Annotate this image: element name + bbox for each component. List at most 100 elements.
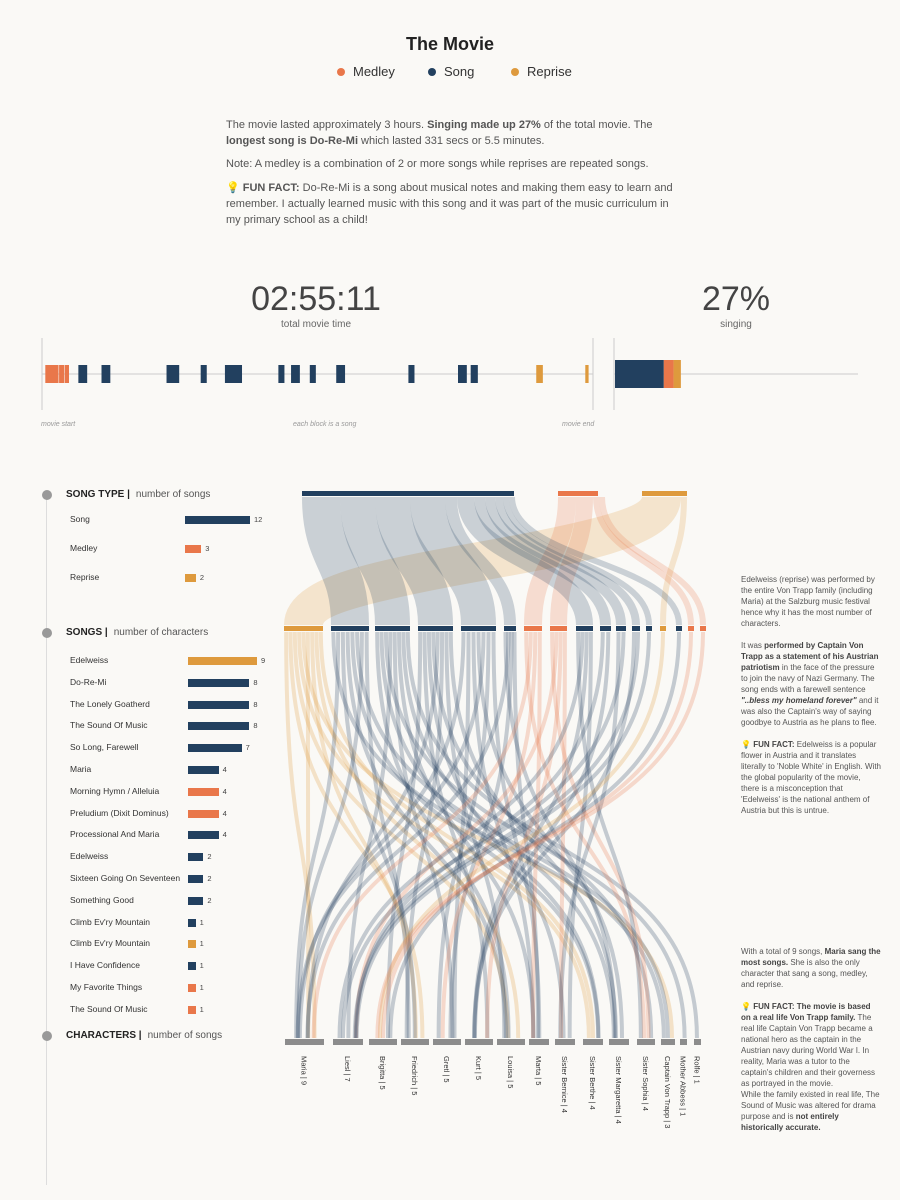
character-node bbox=[694, 1039, 701, 1045]
bar bbox=[185, 574, 196, 582]
bar bbox=[188, 919, 196, 927]
bar bbox=[188, 722, 249, 730]
intro-highlight-longest: longest song is Do-Re-Mi bbox=[226, 135, 358, 147]
character-node bbox=[609, 1039, 629, 1045]
timeline-song-block bbox=[45, 365, 58, 383]
bar-value: 2 bbox=[207, 874, 211, 883]
intro-paragraph-2: Note: A medley is a combination of 2 or … bbox=[226, 156, 682, 172]
fun-fact-label: FUN FACT: bbox=[243, 182, 300, 194]
page-title: The Movie bbox=[0, 34, 900, 55]
character-label: Marta | 5 bbox=[534, 1056, 543, 1085]
character-node bbox=[555, 1039, 575, 1045]
note-text: While the family existed in real life, T… bbox=[741, 1089, 881, 1133]
timeline-song-block bbox=[78, 365, 87, 383]
bar-label: Maria bbox=[70, 764, 91, 774]
legend-song-label: Song bbox=[444, 64, 474, 79]
timeline-song-block bbox=[167, 365, 180, 383]
bar-value: 3 bbox=[205, 544, 209, 553]
bar bbox=[188, 984, 196, 992]
character-label: Kurt | 5 bbox=[474, 1056, 483, 1080]
song-node bbox=[461, 626, 496, 631]
bar-label: The Lonely Goatherd bbox=[70, 699, 150, 709]
song-type-subtitle: number of songs bbox=[136, 489, 211, 500]
song-node bbox=[660, 626, 666, 631]
section-dot-icon bbox=[42, 1031, 52, 1041]
type-node-medley bbox=[558, 491, 598, 496]
character-label: Sister Margaretta | 4 bbox=[614, 1056, 623, 1124]
bar-value: 2 bbox=[207, 896, 211, 905]
edelweiss-note: Edelweiss (reprise) was performed by the… bbox=[741, 574, 881, 827]
bar-label: Morning Hymn / Alleluia bbox=[70, 786, 159, 796]
character-node bbox=[401, 1039, 429, 1045]
character-node bbox=[465, 1039, 493, 1045]
bar bbox=[188, 679, 249, 687]
singing-share-segment bbox=[615, 360, 664, 388]
bar-label: The Sound Of Music bbox=[70, 720, 147, 730]
bar-value: 1 bbox=[200, 939, 204, 948]
bar-label: The Sound Of Music bbox=[70, 1004, 147, 1014]
character-node bbox=[661, 1039, 675, 1045]
songs-heading: SONGS | number of characters bbox=[42, 627, 208, 638]
bar-value: 2 bbox=[200, 573, 204, 582]
song-node bbox=[646, 626, 652, 631]
note-span: With a total of 9 songs, bbox=[741, 947, 825, 956]
timeline-song-block bbox=[102, 365, 111, 383]
intro-paragraph-3: 💡 FUN FACT: Do-Re-Mi is a song about mus… bbox=[226, 180, 682, 228]
bar bbox=[188, 788, 219, 796]
song-node bbox=[632, 626, 640, 631]
singing-percent-label: singing bbox=[676, 319, 796, 330]
bar bbox=[188, 657, 257, 665]
fun-fact-label: FUN FACT: The movie is based on a real l… bbox=[741, 1002, 871, 1022]
intro-text: which lasted 331 secs or 5.5 minutes. bbox=[358, 135, 544, 147]
movie-time-label: total movie time bbox=[226, 319, 406, 330]
character-label: Gretl | 5 bbox=[442, 1056, 451, 1083]
section-guide-line bbox=[46, 495, 47, 1185]
sankey-chart bbox=[270, 480, 720, 1060]
legend-song: Song bbox=[428, 64, 474, 79]
character-label: Friedrich | 5 bbox=[410, 1056, 419, 1095]
bar-label: Song bbox=[70, 514, 90, 524]
songs-subtitle: number of characters bbox=[114, 627, 209, 638]
singing-share-segment bbox=[664, 360, 674, 388]
maria-note: With a total of 9 songs, Maria sang the … bbox=[741, 946, 881, 1144]
bar-value: 1 bbox=[200, 983, 204, 992]
bar-label: Edelweiss bbox=[70, 851, 108, 861]
bar-label: Something Good bbox=[70, 895, 134, 905]
song-node bbox=[375, 626, 410, 631]
movie-end-label: movie end bbox=[562, 421, 594, 428]
bar-value: 4 bbox=[223, 787, 227, 796]
timeline-song-block bbox=[201, 365, 207, 383]
character-node bbox=[433, 1039, 461, 1045]
movie-time-value: 02:55:11 bbox=[226, 280, 406, 319]
bar bbox=[188, 831, 219, 839]
bar-value: 8 bbox=[253, 700, 257, 709]
bar-value: 8 bbox=[253, 721, 257, 730]
character-label: Sister Bernice | 4 bbox=[560, 1056, 569, 1113]
timeline-song-block bbox=[408, 365, 414, 383]
lightbulb-icon: 💡 bbox=[741, 1002, 751, 1011]
note-text: 💡 FUN FACT: The movie is based on a real… bbox=[741, 1001, 881, 1089]
bar-value: 1 bbox=[200, 918, 204, 927]
song-node bbox=[688, 626, 694, 631]
characters-subtitle: number of songs bbox=[148, 1030, 223, 1041]
song-dot-icon bbox=[428, 68, 436, 76]
timeline-song-block bbox=[458, 365, 467, 383]
timeline-song-block bbox=[278, 365, 284, 383]
timeline-song-block bbox=[471, 365, 478, 383]
note-text: 💡 FUN FACT: Edelweiss is a popular flowe… bbox=[741, 739, 881, 816]
character-label: Sister Berthe | 4 bbox=[588, 1056, 597, 1110]
character-label: Mother Abbess | 1 bbox=[679, 1056, 688, 1116]
note-span: It was bbox=[741, 641, 764, 650]
bar bbox=[188, 940, 196, 948]
legend-medley: Medley bbox=[337, 64, 395, 79]
type-node-song bbox=[302, 491, 514, 496]
bar-label: Processional And Maria bbox=[70, 829, 159, 839]
character-label: Maria | 9 bbox=[300, 1056, 309, 1085]
fun-fact-label: FUN FACT: bbox=[753, 740, 794, 749]
bar-value: 9 bbox=[261, 656, 265, 665]
bar-value: 4 bbox=[223, 809, 227, 818]
songs-title: SONGS | bbox=[66, 627, 108, 638]
character-label: Captain Von Trapp | 3 bbox=[663, 1056, 672, 1128]
note-text: It was performed by Captain Von Trapp as… bbox=[741, 640, 881, 728]
bar bbox=[185, 516, 250, 524]
